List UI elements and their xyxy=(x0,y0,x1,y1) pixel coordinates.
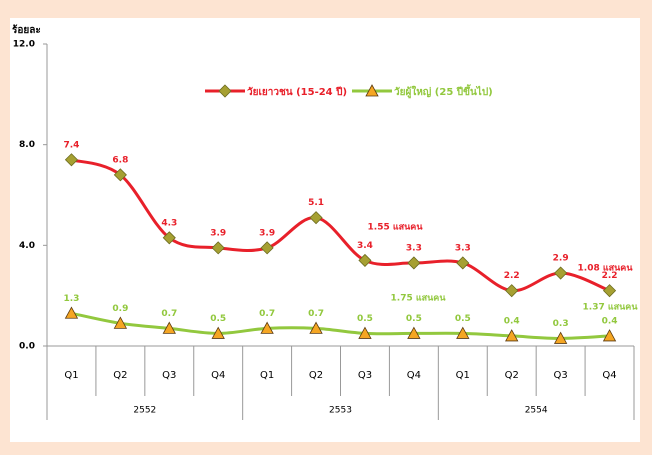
marker xyxy=(407,326,421,339)
x-tick-label: Q3 xyxy=(162,370,176,381)
data-label: 1.3 xyxy=(63,294,79,304)
marker xyxy=(358,253,372,267)
data-label: 0.5 xyxy=(357,314,373,324)
marker xyxy=(456,326,470,339)
marker xyxy=(505,329,519,342)
annotation: 1.55 แสนคน xyxy=(368,223,424,233)
marker xyxy=(260,321,274,334)
data-label: 0.4 xyxy=(602,316,618,326)
data-label: 0.7 xyxy=(308,309,324,319)
data-label: 6.8 xyxy=(112,155,128,165)
plot-background xyxy=(10,18,640,442)
marker xyxy=(64,306,79,319)
legend-label: วัยเยาวชน (15-24 ปี) xyxy=(247,86,347,98)
y-tick-label: 0.0 xyxy=(19,342,35,352)
data-label: 4.3 xyxy=(161,218,177,228)
annotation: 1.37 แสนคน xyxy=(583,303,639,313)
data-label: 0.5 xyxy=(210,314,226,324)
x-tick-label: Q1 xyxy=(64,370,78,381)
data-label: 0.5 xyxy=(455,314,471,324)
x-tick-label: Q4 xyxy=(211,370,225,381)
data-label: 0.7 xyxy=(259,309,275,319)
marker xyxy=(64,153,79,167)
marker xyxy=(113,168,127,182)
marker xyxy=(554,266,568,280)
data-label: 0.9 xyxy=(112,304,128,314)
x-tick-label: Q1 xyxy=(456,370,470,381)
marker xyxy=(162,231,176,245)
data-label: 5.1 xyxy=(308,198,324,208)
marker xyxy=(113,316,128,329)
y-tick-label: 8.0 xyxy=(19,140,35,150)
data-label: 3.4 xyxy=(357,241,373,251)
x-tick-label: Q4 xyxy=(602,370,616,381)
data-label: 0.5 xyxy=(406,314,422,324)
marker xyxy=(505,284,519,298)
x-tick-label: Q1 xyxy=(260,370,274,381)
annotation: 1.75 แสนคน xyxy=(391,294,447,304)
x-tick-label: Q2 xyxy=(505,370,519,381)
y-tick-label: 12.0 xyxy=(13,40,35,50)
x-tick-label: Q3 xyxy=(358,370,372,381)
x-tick-label: Q3 xyxy=(554,370,568,381)
y-tick-label: 4.0 xyxy=(19,241,35,251)
marker xyxy=(162,321,176,334)
x-tick-label: Q2 xyxy=(309,370,323,381)
marker xyxy=(211,241,225,255)
marker xyxy=(358,326,372,339)
data-label: 0.3 xyxy=(553,319,569,329)
marker xyxy=(407,256,421,270)
marker xyxy=(260,241,274,255)
data-label: 2.2 xyxy=(504,271,520,281)
y-axis-label: ร้อยละ xyxy=(12,24,41,36)
series-line xyxy=(71,311,610,340)
data-label: 0.7 xyxy=(161,309,177,319)
annotation: 1.08 แสนคน xyxy=(578,264,634,274)
marker xyxy=(309,211,323,225)
data-label: 3.3 xyxy=(455,243,471,253)
data-label: 0.4 xyxy=(504,316,520,326)
data-label: 3.9 xyxy=(210,228,226,238)
data-label: 2.9 xyxy=(553,254,569,264)
marker xyxy=(309,321,323,334)
data-label: 2.2 xyxy=(602,271,618,281)
data-label: 3.9 xyxy=(259,228,275,238)
marker xyxy=(602,284,617,298)
year-label: 2553 xyxy=(329,406,352,416)
x-tick-label: Q2 xyxy=(113,370,127,381)
marker xyxy=(211,326,225,339)
year-label: 2554 xyxy=(525,406,548,416)
data-label: 3.3 xyxy=(406,243,422,253)
marker xyxy=(553,331,568,344)
legend-label: วัยผู้ใหญ่ (25 ปีขึ้นไป) xyxy=(394,84,493,99)
x-tick-label: Q4 xyxy=(407,370,421,381)
marker xyxy=(365,84,379,97)
data-label: 7.4 xyxy=(63,140,79,150)
marker xyxy=(218,84,232,98)
marker xyxy=(602,329,617,342)
year-label: 2552 xyxy=(133,406,156,416)
marker xyxy=(456,256,470,270)
